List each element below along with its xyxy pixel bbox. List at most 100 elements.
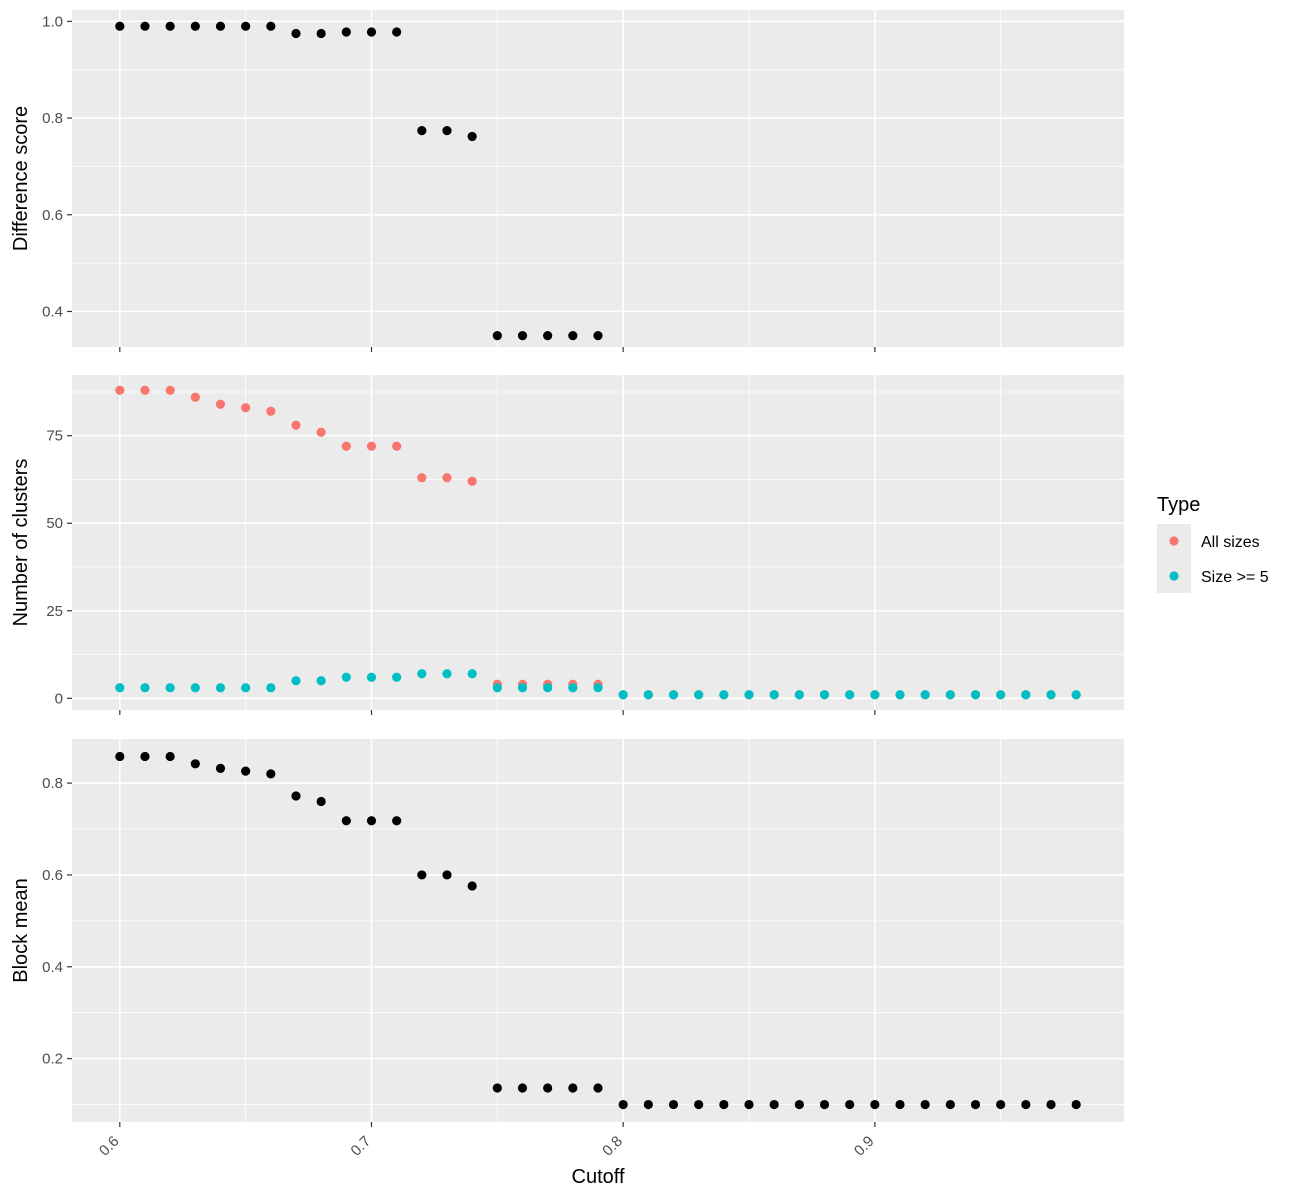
legend-key-background <box>1157 524 1191 593</box>
x-tick-label: 0.6 <box>96 1133 123 1160</box>
y-tick-label: 25 <box>46 603 63 620</box>
data-point <box>341 441 351 451</box>
data-point <box>266 406 276 416</box>
chart-panels: 0.4 0.6 0.8 1.0 Difference score 0 25 50 75 Numbe… <box>10 10 1124 1160</box>
data-point <box>1071 690 1081 700</box>
data-point <box>316 676 326 686</box>
data-point <box>140 385 150 395</box>
data-point <box>392 816 402 826</box>
data-point <box>895 690 905 700</box>
data-point <box>945 690 955 700</box>
panel-1: 0.4 0.6 0.8 1.0 Difference score <box>10 10 1124 352</box>
data-point <box>190 683 200 693</box>
data-point <box>845 690 855 700</box>
data-point <box>1046 1099 1056 1110</box>
data-point <box>1021 1099 1031 1110</box>
data-point <box>140 21 150 31</box>
y-tick-label: 0.4 <box>42 303 63 320</box>
data-point <box>366 816 377 826</box>
y-tick-label: 1.0 <box>42 13 63 30</box>
data-point <box>769 690 779 700</box>
data-point <box>392 672 402 682</box>
data-point <box>618 690 628 700</box>
data-point <box>643 1099 653 1110</box>
data-point <box>517 1083 528 1093</box>
data-point <box>467 131 477 142</box>
data-point <box>870 1099 880 1110</box>
data-point <box>316 796 326 807</box>
data-point <box>970 690 981 700</box>
data-point <box>115 385 125 395</box>
data-point <box>543 331 553 341</box>
data-point <box>442 473 452 483</box>
data-point <box>215 763 226 773</box>
data-point <box>794 1099 804 1110</box>
data-point <box>719 690 729 700</box>
data-point <box>593 1083 603 1093</box>
data-point <box>115 683 125 693</box>
data-point <box>291 420 301 430</box>
data-point <box>215 21 226 31</box>
data-point <box>769 1099 779 1110</box>
data-point <box>241 683 251 693</box>
data-point <box>215 683 226 693</box>
data-point <box>970 1099 981 1110</box>
data-point <box>492 331 502 341</box>
x-tick-label: 0.9 <box>851 1133 878 1160</box>
legend: Type All sizes Size >= 5 <box>1157 494 1269 593</box>
y-tick-label: 0.4 <box>42 959 63 976</box>
data-point <box>467 669 477 679</box>
data-point <box>115 751 125 762</box>
data-point <box>593 683 603 693</box>
legend-label-size-5: Size >= 5 <box>1201 569 1269 586</box>
y-axis-title: Block mean <box>10 878 32 983</box>
legend-key-size-5 <box>1169 571 1179 581</box>
y-tick-label: 50 <box>46 515 63 532</box>
data-point <box>694 690 704 700</box>
x-axis-title: Cutoff <box>572 1166 625 1188</box>
data-point <box>316 427 326 437</box>
data-point <box>1071 1099 1081 1110</box>
data-point <box>190 392 200 402</box>
data-point <box>1021 690 1031 700</box>
data-point <box>668 1099 679 1110</box>
data-point <box>417 870 427 880</box>
data-point <box>291 676 301 686</box>
data-point <box>190 759 200 769</box>
data-point <box>241 403 251 413</box>
data-point <box>920 690 930 700</box>
data-point <box>543 1083 553 1093</box>
y-tick-label: 0.6 <box>42 867 63 884</box>
y-tick-label: 75 <box>46 428 63 445</box>
y-tick-label: 0.8 <box>42 775 63 792</box>
data-point <box>266 683 276 693</box>
data-point <box>920 1099 930 1110</box>
data-point <box>140 683 150 693</box>
data-point <box>643 690 653 700</box>
data-point <box>366 441 377 451</box>
data-point <box>618 1099 628 1110</box>
y-axis-title: Number of clusters <box>10 459 32 627</box>
y-tick-label: 0.2 <box>42 1051 63 1068</box>
data-point <box>442 126 452 136</box>
data-point <box>870 690 880 700</box>
data-point <box>819 690 830 700</box>
data-point <box>366 27 377 37</box>
data-point <box>341 816 351 826</box>
data-point <box>215 399 226 409</box>
data-point <box>241 21 251 31</box>
data-point <box>417 669 427 679</box>
y-axis-title: Difference score <box>10 106 32 251</box>
data-point <box>668 690 679 700</box>
data-point <box>165 683 175 693</box>
data-point <box>316 28 326 39</box>
data-point <box>165 751 175 762</box>
data-point <box>266 769 276 779</box>
data-point <box>1046 690 1056 700</box>
data-point <box>291 791 301 801</box>
data-point <box>115 21 125 31</box>
data-point <box>341 672 351 682</box>
data-point <box>341 27 351 37</box>
data-point <box>190 21 200 31</box>
